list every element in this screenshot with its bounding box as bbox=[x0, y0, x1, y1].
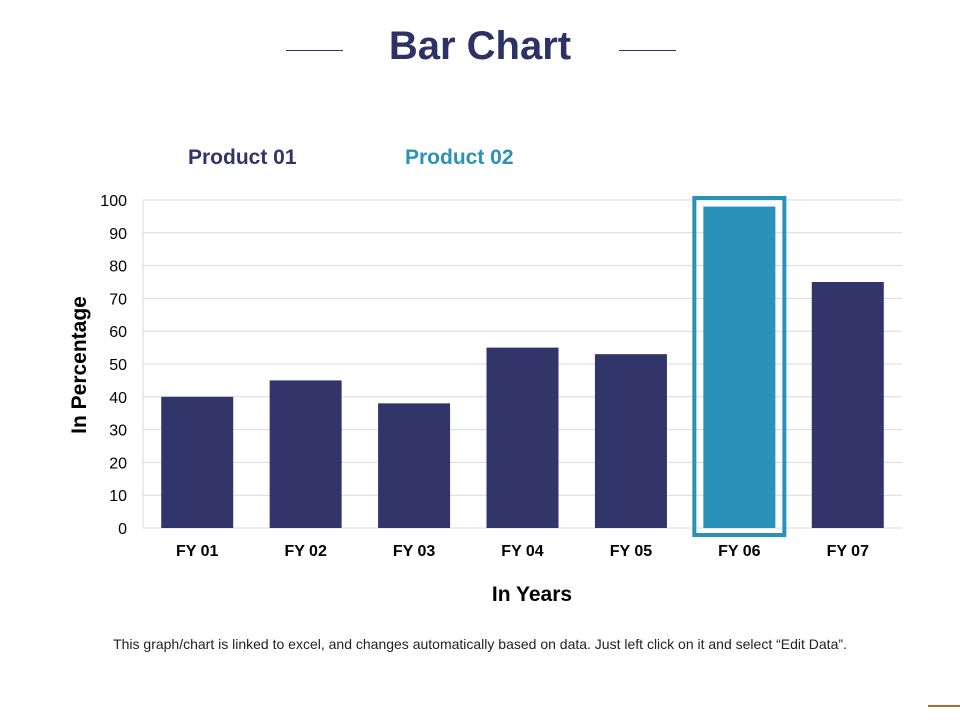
legend-product-02: Product 02 bbox=[405, 146, 514, 169]
x-axis-label: In Years bbox=[491, 583, 573, 606]
bar bbox=[486, 347, 559, 528]
x-tick-label: FY 04 bbox=[501, 543, 544, 560]
bar bbox=[378, 403, 451, 528]
title-rule-left bbox=[286, 50, 343, 51]
x-tick-label: FY 01 bbox=[176, 543, 219, 560]
bar bbox=[811, 282, 884, 528]
y-tick-label: 40 bbox=[109, 390, 127, 407]
y-tick-label: 30 bbox=[109, 423, 127, 440]
bar bbox=[269, 380, 342, 528]
x-tick-label: FY 06 bbox=[718, 543, 761, 560]
y-tick-label: 100 bbox=[100, 193, 127, 210]
legend-product-01: Product 01 bbox=[188, 146, 297, 169]
x-tick-label: FY 07 bbox=[827, 543, 870, 560]
y-tick-label: 60 bbox=[109, 324, 127, 341]
y-tick-label: 0 bbox=[118, 521, 127, 538]
x-tick-label: FY 05 bbox=[610, 543, 653, 560]
corner-accent bbox=[928, 705, 960, 707]
y-tick-label: 70 bbox=[109, 291, 127, 308]
y-tick-label: 10 bbox=[109, 488, 127, 505]
y-tick-label: 50 bbox=[109, 357, 127, 374]
bar bbox=[161, 396, 234, 528]
y-tick-label: 20 bbox=[109, 455, 127, 472]
chart-title: Bar Chart bbox=[388, 24, 572, 68]
footnote: This graph/chart is linked to excel, and… bbox=[113, 636, 847, 652]
x-tick-label: FY 03 bbox=[393, 543, 436, 560]
y-tick-label: 80 bbox=[109, 259, 127, 276]
title-rule-right bbox=[619, 50, 676, 51]
x-tick-label: FY 02 bbox=[284, 543, 327, 560]
bar bbox=[594, 354, 667, 528]
bar bbox=[703, 206, 776, 528]
y-tick-label: 90 bbox=[109, 226, 127, 243]
highlight-frame bbox=[692, 196, 787, 537]
